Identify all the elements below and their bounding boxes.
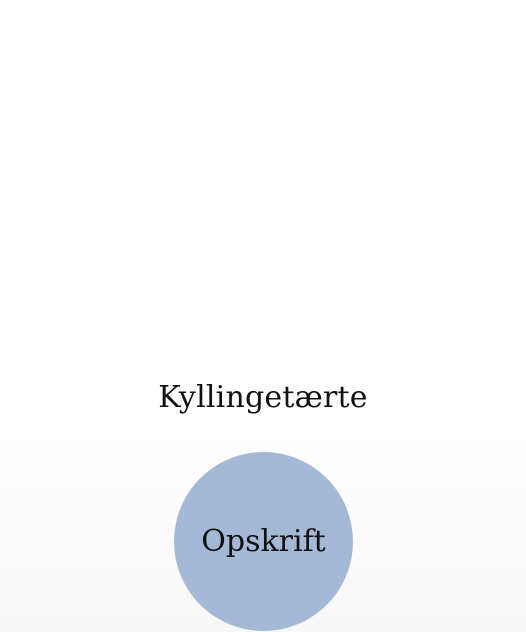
recipe-button[interactable]: Opskrift <box>174 452 353 631</box>
recipe-title: Kyllingetærte <box>158 380 368 415</box>
recipe-button-label: Opskrift <box>201 524 326 559</box>
